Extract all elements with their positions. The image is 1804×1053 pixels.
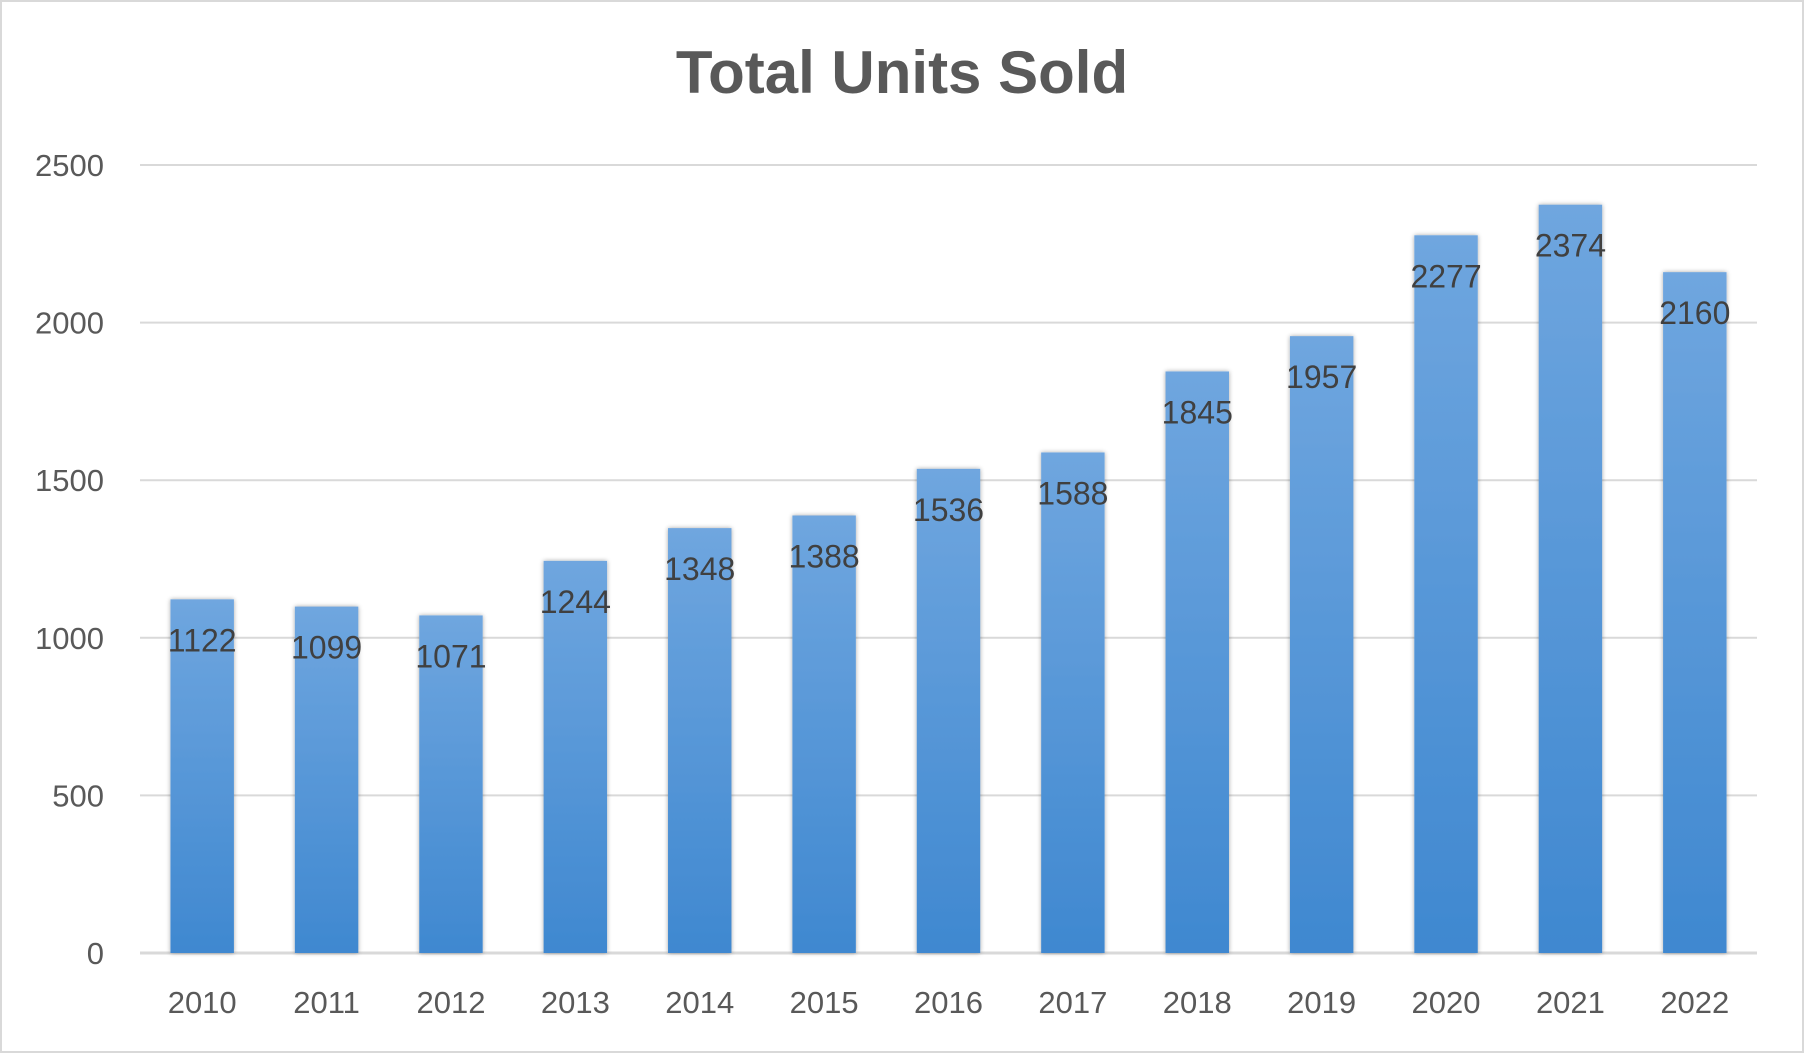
bar-2019 (1289, 336, 1354, 954)
bar-2013 (543, 560, 608, 953)
data-label-2022: 2160 (1659, 295, 1730, 331)
bars (170, 204, 1727, 954)
y-tick-label: 2500 (35, 148, 104, 183)
bar-2010 (170, 599, 234, 953)
data-labels: 1122 1099 1071 1244 1348 1388 1536 1588 1845 1957… (168, 228, 1731, 675)
bar-2014 (668, 528, 732, 953)
y-tick-label: 2000 (35, 306, 104, 341)
x-tick-label-2018: 2018 (1163, 985, 1232, 1020)
data-label-2018: 1845 (1162, 394, 1233, 430)
data-label-2010: 1122 (168, 622, 237, 658)
x-tick-label-2017: 2017 (1038, 985, 1107, 1020)
x-tick-label-2020: 2020 (1412, 985, 1481, 1020)
data-label-2017: 1588 (1037, 475, 1108, 511)
bar-2016 (916, 468, 981, 953)
bar-2020 (1414, 235, 1478, 953)
data-label-2014: 1348 (664, 551, 735, 587)
x-tick-label-2013: 2013 (541, 985, 610, 1020)
x-tick-label-2022: 2022 (1660, 985, 1729, 1020)
data-label-2012: 1071 (415, 638, 486, 674)
y-axis-tick-labels: 0 500 1000 1500 2000 2500 (35, 148, 104, 971)
y-tick-label: 0 (87, 936, 104, 971)
x-tick-label-2011: 2011 (293, 985, 360, 1020)
bar-2018 (1165, 371, 1229, 953)
x-tick-label-2012: 2012 (416, 985, 485, 1020)
bar-2012 (419, 615, 483, 953)
data-label-2016: 1536 (913, 492, 984, 528)
y-tick-label: 500 (52, 778, 104, 813)
data-label-2020: 2277 (1410, 258, 1481, 294)
y-tick-label: 1500 (35, 463, 104, 498)
chart-title: Total Units Sold (675, 39, 1129, 106)
x-tick-label-2010: 2010 (168, 985, 237, 1020)
bar-2017 (1041, 452, 1105, 953)
x-tick-label-2021: 2021 (1536, 985, 1605, 1020)
x-tick-label-2019: 2019 (1287, 985, 1356, 1020)
data-label-2015: 1388 (789, 539, 860, 575)
x-axis-tick-labels: 2010 2011 2012 2013 2014 2015 2016 2017 2018 2019… (168, 985, 1730, 1020)
data-label-2013: 1244 (540, 584, 611, 620)
data-label-2021: 2374 (1535, 228, 1606, 264)
x-tick-label-2014: 2014 (665, 985, 734, 1020)
bar-2011 (294, 606, 359, 953)
bar-2021 (1538, 204, 1603, 953)
data-label-2011: 1099 (291, 630, 362, 666)
x-tick-label-2016: 2016 (914, 985, 983, 1020)
x-tick-label-2015: 2015 (790, 985, 859, 1020)
data-label-2019: 1957 (1286, 359, 1357, 395)
y-tick-label: 1000 (35, 621, 104, 656)
bar-2015 (792, 515, 856, 953)
bar-2022 (1663, 272, 1727, 954)
